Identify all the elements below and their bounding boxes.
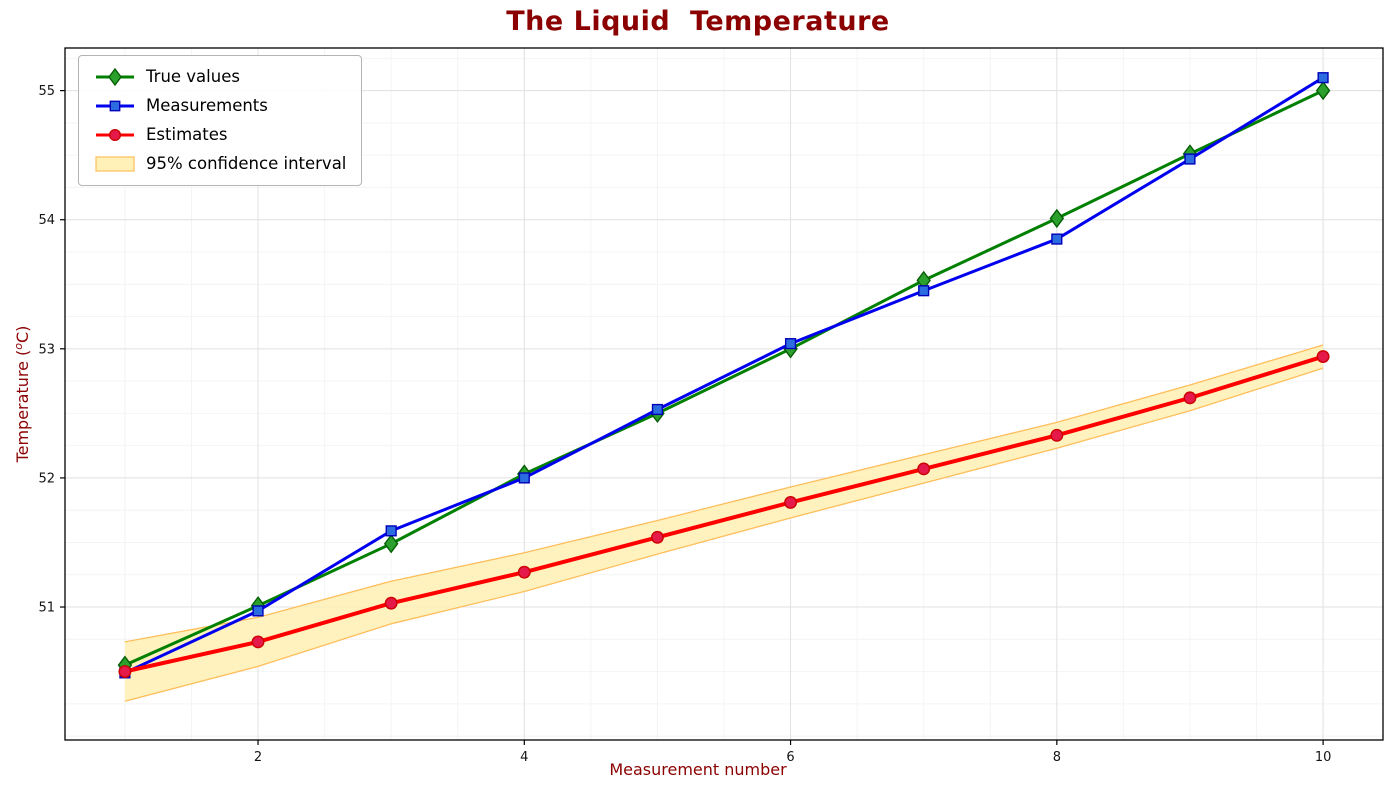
confidence-band-icon (95, 156, 135, 172)
y-tick-label: 54 (38, 213, 55, 228)
legend-item-estimates: Estimates (94, 125, 346, 145)
x-axis-label: Measurement number (609, 760, 787, 779)
grid-minor (65, 48, 1383, 740)
y-axis-label-degree: o (12, 343, 25, 350)
legend-label: True values (146, 67, 240, 86)
legend-label: 95% confidence interval (146, 154, 347, 173)
circle-marker-icon (96, 128, 134, 142)
legend-item-true-values: True values (94, 67, 346, 87)
legend: True values Measurements Estimates 95% c… (78, 55, 363, 186)
x-tick-label: 10 (1315, 750, 1332, 765)
diamond-marker-icon (96, 67, 134, 87)
series-estimates (118, 350, 1330, 679)
legend-label: Measurements (146, 96, 268, 115)
x-tick-label: 8 (1053, 750, 1061, 765)
tick-labels: 2 4 6 8 10 51 52 53 54 55 (38, 84, 1331, 765)
legend-item-measurements: Measurements (94, 96, 346, 116)
y-tick-label: 53 (38, 342, 55, 357)
y-tick-label: 51 (38, 601, 55, 616)
y-tick-label: 55 (38, 84, 55, 99)
axes-frame (64, 47, 1384, 741)
y-axis-label-suffix: C) (13, 325, 32, 343)
square-marker-icon (96, 100, 134, 112)
legend-label: Estimates (146, 125, 228, 144)
chart-title: The Liquid Temperature (506, 6, 890, 37)
y-axis-label: Temperature (oC) (12, 326, 32, 463)
y-tick-label: 52 (38, 471, 55, 486)
series-measurements (119, 72, 1329, 679)
x-tick-label: 2 (254, 750, 262, 765)
y-axis-label-prefix: Temperature ( (13, 349, 32, 463)
x-tick-label: 6 (786, 750, 794, 765)
confidence-band (124, 344, 1324, 702)
legend-item-confidence-interval: 95% confidence interval (94, 154, 346, 174)
x-tick-label: 4 (520, 750, 528, 765)
